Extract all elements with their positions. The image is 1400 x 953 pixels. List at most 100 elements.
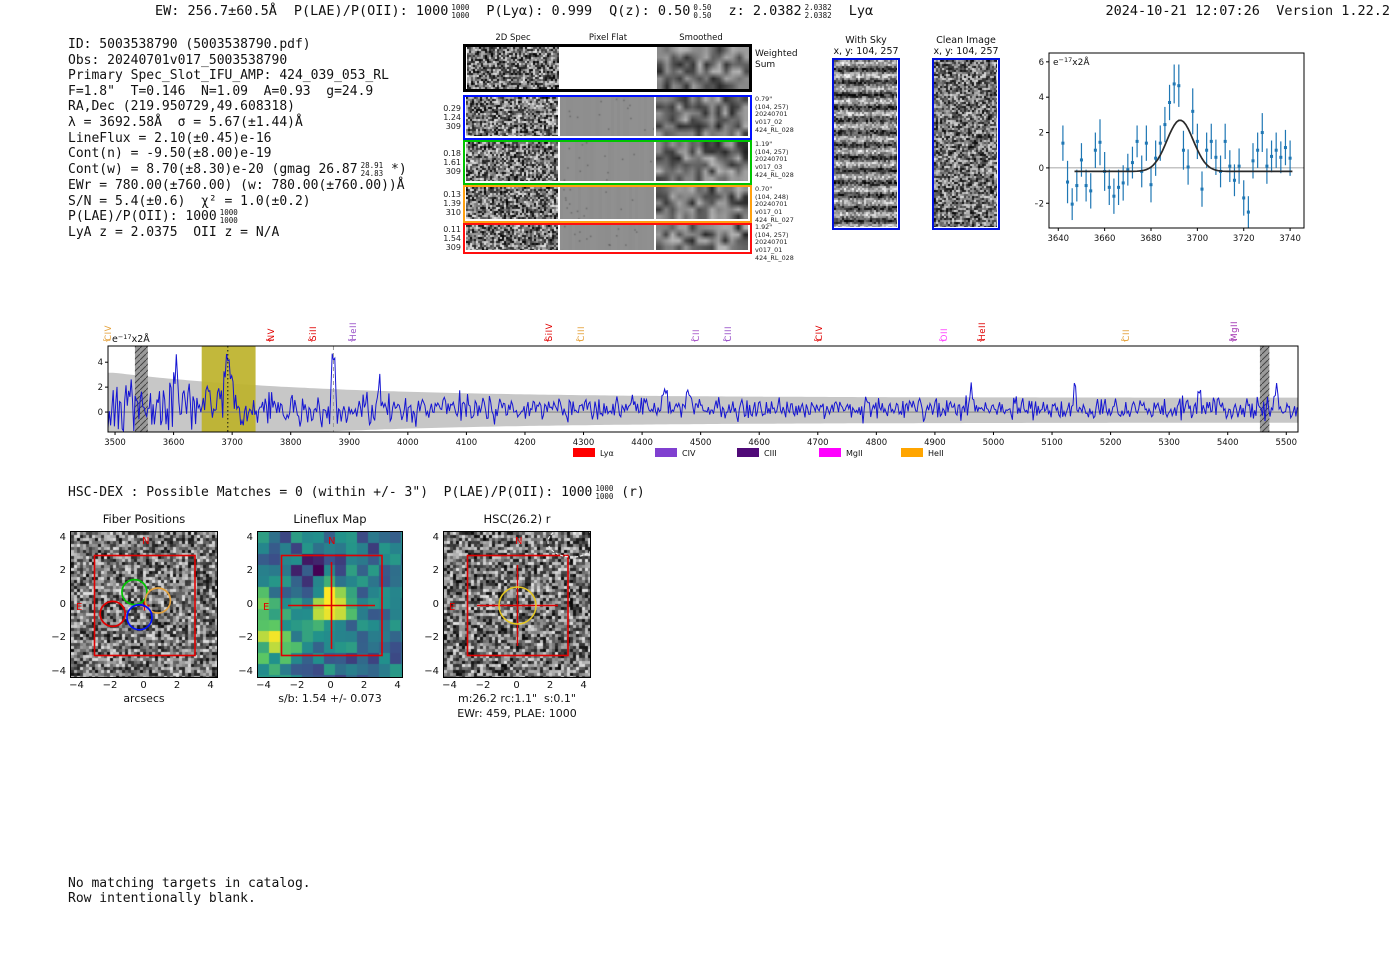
lineflux-caption: s/b: 1.54 +/- 0.073: [278, 692, 382, 705]
svg-text:4000: 4000: [397, 438, 419, 448]
legend-label-1: CIV: [682, 449, 696, 458]
spec-image: [467, 47, 559, 89]
detection-info-block: ID: 5003538790 (5003538790.pdf) Obs: 2024…: [68, 37, 407, 241]
y-tick-label: −2: [238, 632, 253, 643]
x-tick-label: −4: [442, 680, 457, 691]
timestamp: 2024-10-21 12:07:26: [1105, 3, 1260, 19]
smoothed-image: [656, 187, 748, 219]
twod-row-1: [463, 95, 752, 140]
legend-label-3: MgII: [846, 449, 863, 458]
row-right-info-4: 1.92" (104, 257) 20240701 v017_01 424_RL_028: [755, 223, 794, 262]
fit-plot-units-label: e−17x2Å: [1053, 56, 1090, 68]
summary-segment-4: z: 2.0382 2.0382 2.0382: [728, 2, 832, 20]
legend-swatch-Lyα: [573, 448, 595, 457]
y-tick-label: −4: [238, 665, 253, 677]
compass-east: E: [449, 602, 455, 613]
y-tick-label: 4: [59, 531, 66, 543]
with-sky-coords: x, y: 104, 257: [833, 46, 899, 57]
svg-text:3740: 3740: [1279, 234, 1301, 244]
lineflux-map-title: Lineflux Map: [293, 512, 367, 526]
x-tick-label: 2: [173, 680, 181, 691]
line-fit-plot: 3640 3660 3680 3700 3720 3740 −2 0 2 4 6 e−17x2Å: [1031, 48, 1310, 248]
spec-image: [466, 142, 558, 181]
footer-note-2: Row intentionally blank.: [68, 891, 256, 906]
y-tick-label: −2: [424, 632, 439, 643]
line-label-bracket-1: {: [264, 337, 274, 344]
x-tick-label: −2: [475, 680, 491, 691]
svg-text:4900: 4900: [924, 438, 946, 448]
x-tick-label: 2: [360, 680, 368, 691]
twod-col-header-smoothed: Smoothed: [679, 33, 723, 43]
compass-north: N: [142, 536, 149, 547]
info-line-11: P(LAE)/P(OII): 1000 1000 1000: [68, 208, 238, 226]
svg-text:3720: 3720: [1233, 234, 1255, 244]
x-tick-label: 4: [207, 680, 214, 691]
x-tick-label: −2: [289, 680, 305, 691]
legend-label-0: Lyα: [600, 449, 614, 458]
svg-text:5500: 5500: [1275, 438, 1297, 448]
line-label-bracket-11: {: [1120, 337, 1130, 344]
catalog-ellipse: [547, 532, 590, 558]
report-meta: 2024-10-21 12:07:26 Version 1.22.2: [1106, 3, 1391, 19]
twod-row-0: [463, 44, 752, 92]
svg-text:3600: 3600: [163, 438, 185, 448]
row-left-stats-3: 0.13 1.39 310: [443, 190, 461, 217]
fiber-circle-3: [126, 603, 153, 631]
flat-image: [560, 97, 654, 136]
svg-text:2: 2: [98, 383, 103, 393]
clean-image-title: Clean Image x, y: 104, 257: [933, 35, 999, 57]
weighted-sum-label: Weighted Sum: [755, 49, 798, 70]
spec-image: [466, 187, 558, 219]
line-label-bracket-5: {: [574, 337, 584, 344]
smoothed-image: [656, 97, 748, 136]
info-line-3: F=1.8" T=0.146 N=1.09 A=0.93 g=24.9: [68, 83, 374, 99]
full-spectrum-plot: 3500 3600 3700 3800 3900 4000 4100 4200 4300 4400…: [92, 330, 1307, 474]
line-label-bracket-2: {: [306, 337, 316, 344]
svg-text:4300: 4300: [573, 438, 595, 448]
info-line-7: Cont(n) = -9.50(±8.00)e-19: [68, 146, 272, 162]
info-line-5: λ = 3692.58Å σ = 5.67(±1.44)Å: [68, 114, 303, 130]
row-left-stats-2: 0.18 1.61 309: [443, 148, 461, 176]
hsc-dex-summary: HSC-DEX : Possible Matches = 0 (within +…: [68, 484, 645, 502]
svg-text:4400: 4400: [631, 438, 653, 448]
row-left-stats-1: 0.29 1.24 309: [443, 103, 461, 131]
svg-text:4800: 4800: [866, 438, 888, 448]
y-tick-label: 2: [246, 565, 253, 576]
spectrum-units-label: e−17x2Å: [112, 333, 150, 345]
info-line-0: ID: 5003538790 (5003538790.pdf): [68, 37, 311, 52]
line-label-bracket-6: {: [689, 337, 699, 344]
clean-image: [932, 58, 1000, 230]
summary-segment-5: Lyα: [848, 3, 874, 19]
x-tick-label: 4: [394, 680, 401, 691]
row-right-info-2: 1.19" (104, 257) 20240701 v017_03 424_RL_028: [755, 140, 794, 179]
svg-text:3700: 3700: [221, 438, 243, 448]
smoothed-image: [656, 142, 748, 181]
twod-col-header-spec: 2D Spec: [495, 33, 531, 43]
legend-swatch-CIII: [737, 448, 759, 457]
axis-label-arcsecs: arcsecs: [123, 692, 165, 705]
twod-row-2: [463, 140, 752, 185]
x-tick-label: 4: [580, 680, 587, 691]
legend-swatch-CIV: [655, 448, 677, 457]
y-tick-label: 2: [432, 565, 439, 576]
line-label-bracket-12: {: [1227, 337, 1237, 344]
hsc-title: HSC(26.2) r: [483, 512, 551, 526]
summary-stats: EW: 256.7±60.5Å P(LAE)/P(OII): 1000 1000 10…: [155, 3, 890, 20]
line-label-bracket-0: {: [101, 337, 111, 344]
svg-text:4600: 4600: [748, 438, 770, 448]
extraction-box: [280, 554, 383, 657]
legend-label-2: CIII: [764, 449, 777, 458]
version-label: Version 1.22.2: [1276, 3, 1390, 19]
y-tick-label: 4: [246, 531, 253, 543]
spectrum-line: [108, 353, 1298, 432]
masked-band: [1259, 346, 1270, 432]
svg-text:3660: 3660: [1094, 234, 1116, 244]
compass-east: E: [76, 602, 82, 613]
fiber-circle-2: [99, 600, 127, 628]
x-tick-label: −2: [102, 680, 118, 691]
extraction-box: [466, 554, 569, 657]
x-tick-label: −4: [69, 680, 84, 691]
